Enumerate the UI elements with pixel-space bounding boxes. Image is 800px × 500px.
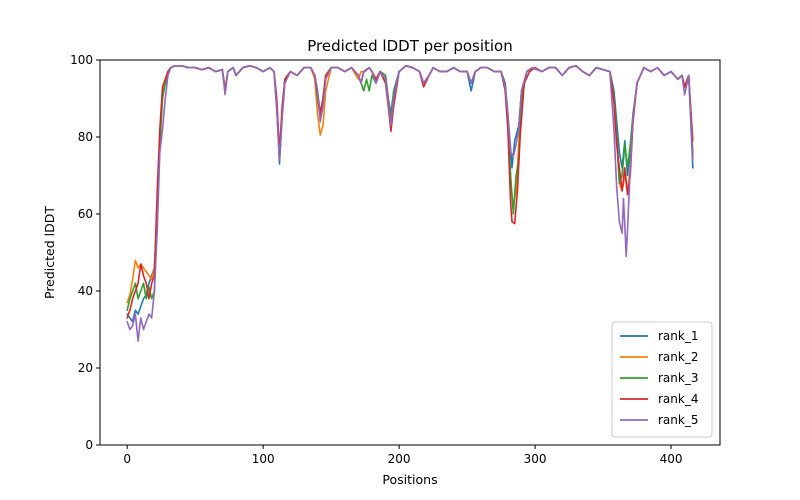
x-tick-label: 300 (524, 452, 547, 466)
legend-label-rank_4: rank_4 (658, 392, 698, 406)
x-axis-label: Positions (382, 472, 437, 487)
x-tick-label: 100 (252, 452, 275, 466)
x-axis: 0 100 200 300 400 (123, 445, 683, 466)
plot-frame (99, 59, 721, 446)
y-tick-label: 80 (78, 130, 93, 144)
y-axis: 0 20 40 60 80 100 (70, 53, 100, 452)
legend-label-rank_3: rank_3 (658, 371, 698, 385)
legend-label-rank_1: rank_1 (658, 329, 698, 343)
y-axis-label: Predicted lDDT (42, 206, 57, 299)
legend-box (611, 321, 713, 438)
chart-title: Predicted lDDT per position (307, 37, 512, 55)
legend-label-rank_2: rank_2 (658, 350, 698, 364)
y-tick-label: 40 (78, 284, 93, 298)
series-line-rank_5 (126, 64, 694, 342)
legend-label-rank_5: rank_5 (658, 413, 698, 427)
x-tick-label: 400 (660, 452, 683, 466)
plot-lines (126, 64, 694, 342)
y-tick-label: 100 (70, 53, 93, 67)
x-tick-label: 200 (388, 452, 411, 466)
y-tick-label: 20 (78, 361, 93, 375)
y-tick-label: 0 (85, 438, 93, 452)
y-tick-label: 60 (78, 207, 93, 221)
legend: rank_1 rank_2 rank_3 rank_4 rank_5 (611, 321, 713, 438)
x-tick-label: 0 (123, 452, 131, 466)
